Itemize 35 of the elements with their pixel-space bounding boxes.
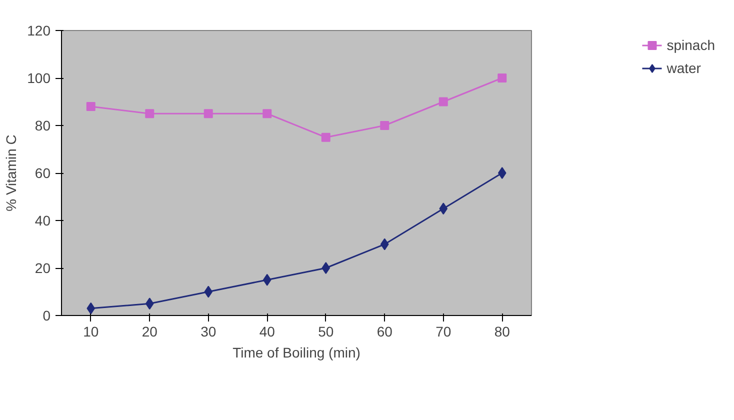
point	[262, 274, 272, 286]
x-tick-label: 60	[376, 324, 393, 340]
y-tick-label: 60	[34, 165, 51, 181]
y-axis-title: % Vitamin C	[3, 134, 20, 212]
x-tick-label: 80	[494, 324, 510, 340]
x-tick-label: 20	[142, 324, 158, 340]
point	[145, 109, 154, 118]
x-tick-label: 50	[318, 324, 334, 340]
point	[204, 109, 213, 118]
x-tick-label: 70	[436, 324, 452, 340]
point	[86, 102, 96, 111]
point	[498, 167, 506, 179]
point	[438, 97, 448, 106]
y-tick-label: 0	[42, 308, 51, 324]
point	[498, 74, 507, 82]
y-tick-label: 40	[34, 212, 51, 228]
y-tick-label: 20	[34, 260, 51, 276]
x-tick-label: 10	[83, 324, 99, 340]
point	[439, 202, 448, 215]
point	[322, 262, 330, 274]
point	[380, 238, 389, 250]
x-axis-title: Time of Boiling (min)	[232, 344, 360, 360]
x-tick-label: 40	[259, 324, 276, 340]
x-tick-label: 30	[200, 324, 216, 340]
point	[380, 121, 390, 130]
point	[262, 109, 272, 118]
point	[145, 298, 154, 310]
point	[321, 132, 330, 142]
legend-label: spinach	[666, 37, 715, 53]
point	[204, 286, 213, 298]
y-tick-label: 120	[27, 22, 51, 38]
legend-label: water	[666, 60, 701, 76]
y-tick-label: 100	[27, 70, 51, 86]
point	[86, 302, 96, 314]
y-tick-label: 80	[34, 118, 51, 134]
